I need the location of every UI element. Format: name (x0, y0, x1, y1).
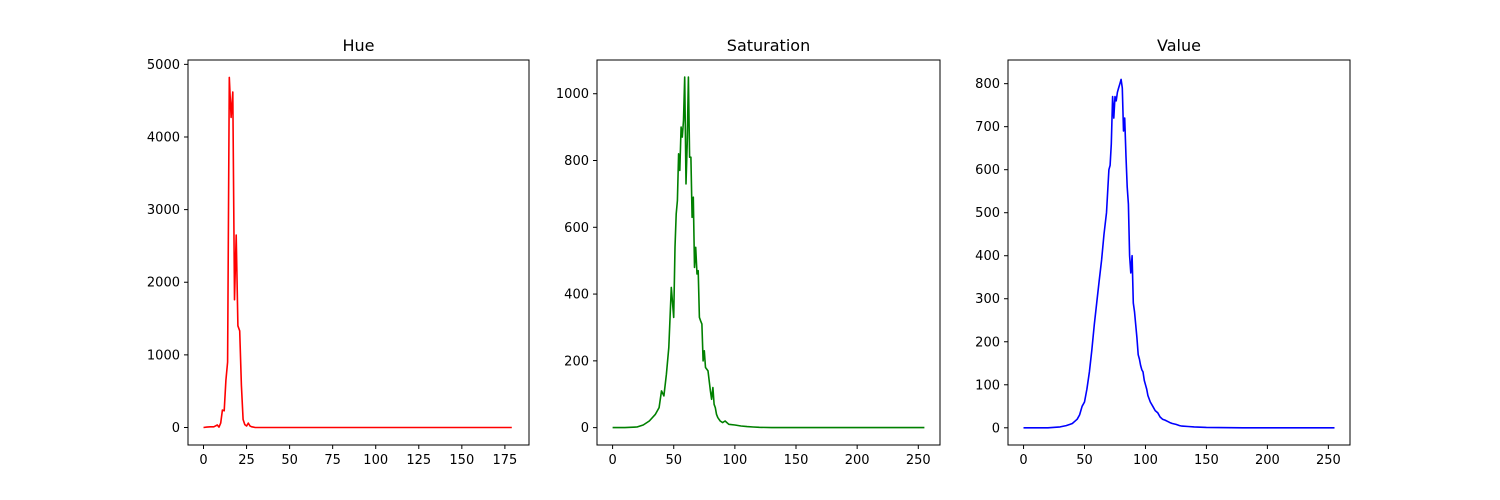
y-tick-label: 1000 (147, 348, 180, 363)
x-tick-label: 100 (363, 453, 388, 468)
y-tick-label: 400 (975, 249, 1000, 264)
x-tick-label: 100 (1133, 453, 1158, 468)
y-tick-label: 0 (172, 421, 180, 436)
y-tick-label: 1000 (556, 87, 589, 102)
y-tick-label: 200 (975, 335, 1000, 350)
x-tick-label: 0 (199, 453, 207, 468)
series-line-0-0 (203, 76, 512, 429)
x-tick-label: 0 (608, 453, 616, 468)
x-tick-label: 50 (1076, 453, 1093, 468)
series-line-2-0 (1023, 78, 1335, 429)
series-line-1-0 (612, 76, 925, 429)
chart-title: Hue (342, 36, 374, 55)
y-tick-label: 800 (975, 77, 1000, 92)
y-tick-label: 3000 (147, 203, 180, 218)
y-tick-label: 0 (581, 421, 589, 436)
y-tick-label: 800 (564, 154, 589, 169)
x-tick-label: 175 (492, 453, 517, 468)
y-tick-label: 300 (975, 292, 1000, 307)
x-tick-label: 50 (665, 453, 682, 468)
y-tick-label: 2000 (147, 276, 180, 291)
y-tick-label: 500 (975, 206, 1000, 221)
y-tick-label: 600 (975, 163, 1000, 178)
x-tick-label: 200 (845, 453, 870, 468)
chart-title: Value (1157, 36, 1201, 55)
x-tick-label: 150 (784, 453, 809, 468)
chart-title: Saturation (727, 36, 810, 55)
x-tick-label: 125 (406, 453, 431, 468)
y-tick-label: 100 (975, 378, 1000, 393)
x-tick-label: 150 (449, 453, 474, 468)
x-tick-label: 100 (722, 453, 747, 468)
y-tick-label: 0 (992, 421, 1000, 436)
x-tick-label: 75 (324, 453, 341, 468)
chart-panel-2: 0 50 100 150 200 250 0 100 200 300 400 500 600 700 800… (975, 36, 1351, 468)
axes-frame (187, 59, 530, 446)
y-tick-label: 200 (564, 354, 589, 369)
y-tick-label: 700 (975, 120, 1000, 135)
x-tick-label: 50 (281, 453, 298, 468)
chart-panel-0: 0 25 50 75 100 125 150 175 0 1000 2000 3000 4000 5000… (147, 36, 530, 468)
x-tick-label: 200 (1255, 453, 1280, 468)
chart-panel-1: 0 50 100 150 200 250 0 200 400 600 800 1000 Saturati… (556, 36, 941, 468)
x-tick-label: 0 (1019, 453, 1027, 468)
x-tick-label: 25 (238, 453, 255, 468)
y-tick-label: 600 (564, 221, 589, 236)
y-tick-label: 5000 (147, 58, 180, 73)
y-tick-label: 400 (564, 288, 589, 303)
x-tick-label: 250 (906, 453, 931, 468)
x-tick-label: 150 (1194, 453, 1219, 468)
y-tick-label: 4000 (147, 130, 180, 145)
axes-frame (596, 59, 941, 446)
x-tick-label: 250 (1316, 453, 1341, 468)
axes-frame (1007, 59, 1351, 446)
